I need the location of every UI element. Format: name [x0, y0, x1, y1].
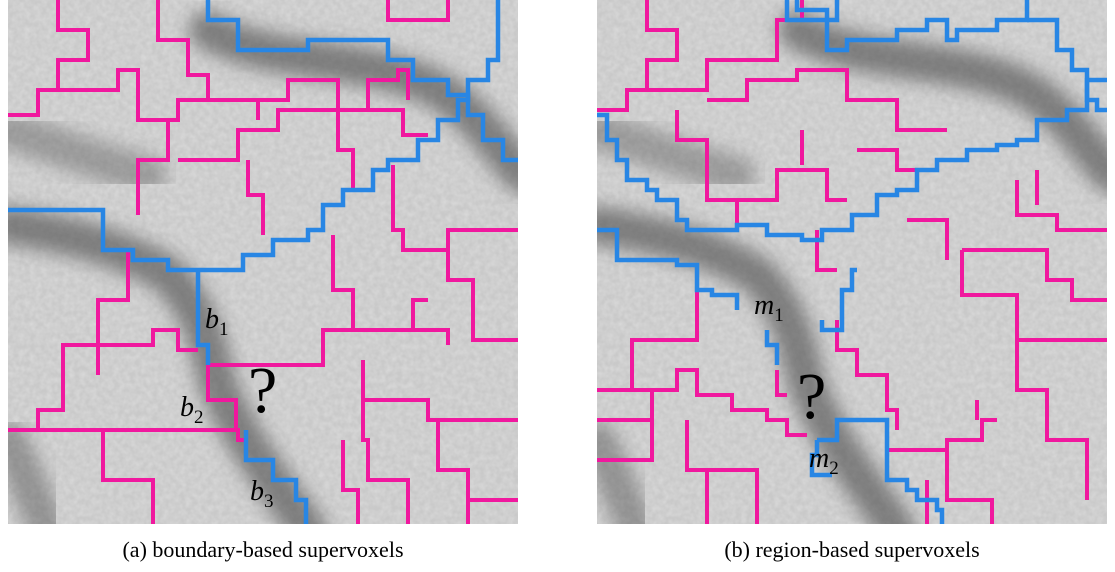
image-a: [8, 0, 523, 530]
panel-a: b1 b2 b3 ? (a) boundary-based supervoxel…: [8, 0, 523, 562]
image-b: [597, 0, 1112, 530]
caption: (b) region-based supervoxels: [724, 537, 979, 562]
figure: b1 b2 b3 ? (a) boundary-based supervoxel…: [0, 0, 1115, 572]
panel-b: m1 m2 ? (b) region-based supervoxels: [597, 0, 1112, 562]
question-mark: ?: [797, 360, 826, 433]
question-mark: ?: [248, 354, 277, 427]
caption: (a) boundary-based supervoxels: [122, 537, 403, 562]
